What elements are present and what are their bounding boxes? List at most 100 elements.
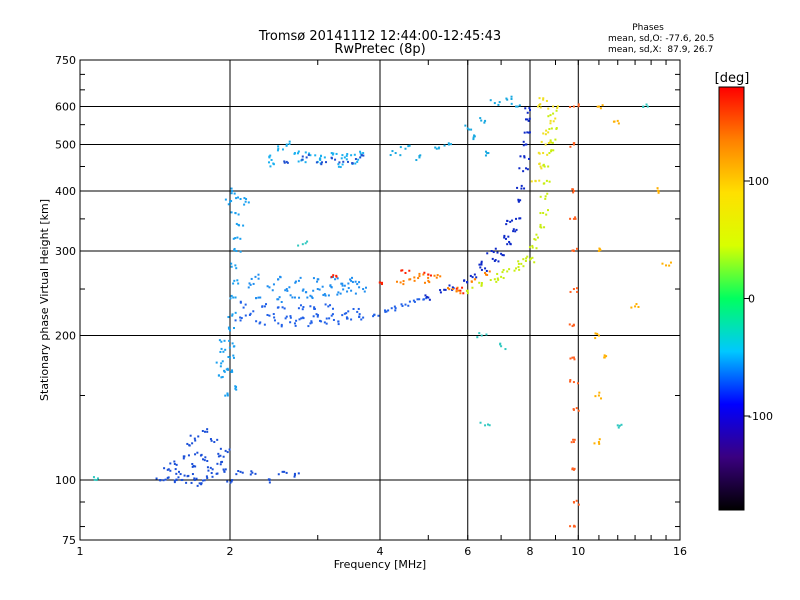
data-point (533, 238, 536, 241)
data-point (572, 288, 575, 291)
data-point (345, 312, 348, 315)
data-point (332, 274, 335, 277)
colorbar-label: [deg] (715, 71, 750, 86)
data-point (443, 288, 446, 291)
data-point (443, 144, 446, 147)
data-point (439, 275, 442, 278)
colorbar-tick-label: 0 (748, 293, 755, 306)
data-point (531, 256, 534, 259)
data-point (520, 187, 523, 190)
chart-title: Tromsø 20141112 12:44:00-12:45:43 (258, 29, 501, 44)
data-point (203, 479, 206, 482)
data-point (316, 315, 319, 318)
data-point (297, 307, 300, 310)
data-point (504, 348, 507, 351)
data-point (362, 154, 365, 157)
data-point (635, 303, 638, 306)
data-point (418, 155, 421, 158)
data-point (216, 462, 219, 465)
data-point (575, 499, 578, 502)
data-point (573, 524, 576, 527)
data-point (598, 438, 601, 441)
y-tick-label: 200 (55, 330, 76, 343)
data-point (190, 481, 193, 484)
data-point (522, 170, 525, 173)
data-point (347, 282, 350, 285)
data-point (343, 312, 346, 315)
data-point (285, 144, 288, 147)
x-tick-label: 10 (571, 545, 585, 558)
data-point (451, 288, 454, 291)
y-tick-label: 100 (55, 474, 76, 487)
data-point (518, 268, 521, 271)
data-point (298, 318, 301, 321)
data-point (510, 95, 513, 98)
data-point (183, 474, 186, 477)
data-point (219, 463, 222, 466)
data-point (540, 140, 543, 143)
data-point (508, 240, 511, 243)
data-point (294, 280, 297, 283)
data-point (309, 305, 312, 308)
data-point (464, 124, 467, 127)
data-point (219, 365, 222, 368)
chart-subtitle: RwPretec (8p) (334, 42, 425, 57)
data-point (310, 295, 313, 298)
data-point (226, 394, 229, 397)
data-point (515, 105, 518, 108)
data-point (479, 421, 482, 424)
data-point (593, 442, 596, 445)
data-point (494, 247, 497, 250)
data-point (605, 355, 608, 358)
data-point (569, 217, 572, 220)
data-point (350, 318, 353, 321)
data-point (310, 321, 313, 324)
data-point (230, 262, 233, 265)
data-point (258, 322, 261, 325)
data-point (447, 287, 450, 290)
data-point (312, 315, 315, 318)
data-point (281, 470, 284, 473)
data-point (337, 165, 340, 168)
data-point (412, 299, 415, 302)
data-point (322, 294, 325, 297)
data-point (221, 360, 224, 363)
data-point (542, 97, 545, 100)
data-point (538, 162, 541, 165)
data-point (188, 444, 191, 447)
data-point (226, 367, 229, 370)
data-point (435, 276, 438, 279)
data-point (189, 434, 192, 437)
data-point (230, 370, 233, 373)
data-point (399, 281, 402, 284)
data-point (542, 98, 545, 101)
data-point (167, 468, 170, 471)
data-point (239, 316, 242, 319)
data-point (450, 143, 453, 146)
data-point (407, 304, 410, 307)
data-point (385, 310, 388, 313)
data-point (373, 313, 376, 316)
data-point (302, 288, 305, 291)
data-point (577, 409, 580, 412)
data-point (203, 430, 206, 433)
data-point (480, 262, 483, 265)
data-point (618, 424, 621, 427)
data-point (351, 276, 354, 279)
data-point (235, 250, 238, 253)
data-point (185, 481, 188, 484)
y-tick-label: 300 (55, 245, 76, 258)
data-point (506, 270, 509, 273)
data-point (473, 134, 476, 137)
data-point (394, 307, 397, 310)
data-point (505, 97, 508, 100)
data-point (205, 475, 208, 478)
data-point (572, 191, 575, 194)
data-point (408, 144, 411, 147)
data-point (526, 118, 529, 121)
data-point (401, 269, 404, 272)
data-point (594, 337, 597, 340)
data-point (352, 307, 355, 310)
data-point (539, 165, 542, 168)
data-point (341, 163, 344, 166)
